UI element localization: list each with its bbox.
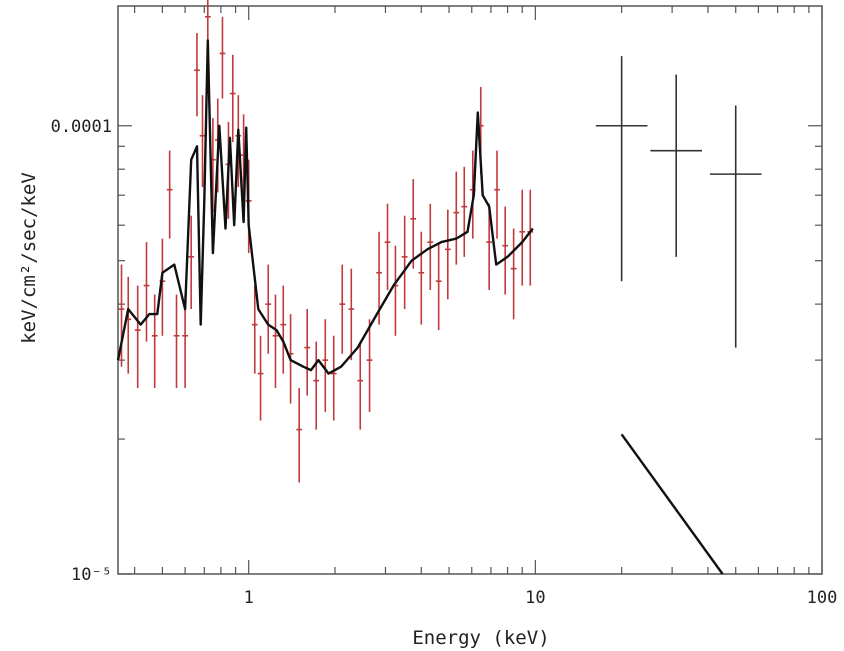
- x-axis-label: Energy (keV): [412, 627, 549, 649]
- model-line: [116, 39, 534, 375]
- x-tick-label: 100: [807, 588, 838, 608]
- model-curve: [116, 39, 534, 375]
- y-tick-label: 10⁻⁵: [71, 565, 112, 585]
- data-errorbars: [595, 56, 762, 348]
- data-errorbars: [118, 0, 534, 483]
- plot-frame: [117, 5, 823, 575]
- axis-ticks: [118, 6, 823, 575]
- data-series: [116, 0, 762, 575]
- x-tick-label: 10: [525, 588, 545, 608]
- tick-labels: 1 10 100 0.0001 10⁻⁵: [51, 117, 838, 608]
- model-line: [620, 433, 724, 575]
- model-curve: [620, 433, 724, 575]
- y-axis-label: keV/cm²/sec/keV: [18, 172, 40, 344]
- y-tick-label: 0.0001: [51, 117, 112, 137]
- x-tick-label: 1: [244, 588, 254, 608]
